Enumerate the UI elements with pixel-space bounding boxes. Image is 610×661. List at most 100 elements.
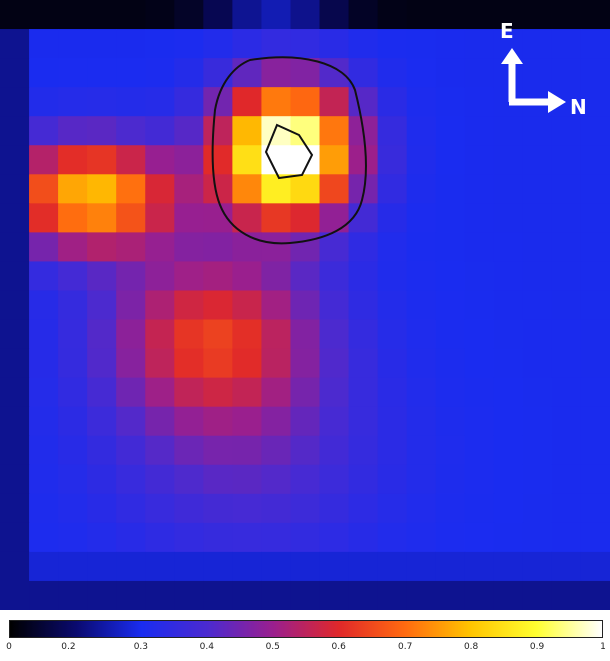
heatmap-cell [406,464,437,495]
heatmap-cell [290,493,321,524]
heatmap-cell [87,406,117,437]
heatmap-cell [348,377,379,408]
heatmap-cell [116,551,146,582]
heatmap-cell [116,87,146,117]
compass: E N [500,19,587,119]
heatmap-cell [464,348,495,379]
heatmap-cell [29,87,59,117]
heatmap-cell [0,145,30,175]
heatmap-cell [319,377,350,408]
heatmap-cell [0,493,30,524]
heatmap-cell [377,406,408,437]
heatmap-cell [87,551,117,582]
arrow-up-icon [501,48,523,102]
heatmap-cell [319,145,350,175]
heatmap-cell [29,493,59,524]
heatmap-cell [580,145,610,175]
heatmap-cell [464,493,495,524]
heatmap-cell [435,290,466,321]
heatmap-cell [522,522,553,553]
heatmap-cell [377,290,408,321]
heatmap-cell [348,551,379,582]
heatmap-cell [348,580,379,610]
heatmap-cell [377,580,408,610]
heatmap-cell [319,87,350,117]
heatmap-cell [174,145,204,175]
heatmap-cell [319,319,350,350]
heatmap-cell [319,0,350,30]
heatmap-cell [551,116,582,146]
heatmap-cell [493,290,524,321]
heatmap-cell [232,290,262,321]
heatmap-cell [522,232,553,262]
heatmap-cell [435,174,466,204]
heatmap-cell [174,261,204,291]
heatmap-cell [232,145,262,175]
heatmap-cell [493,261,524,291]
heatmap-cell [58,551,88,582]
heatmap-cell [232,580,262,610]
heatmap-cell [116,145,146,175]
heatmap-cell [319,174,350,204]
heatmap-cell [377,232,408,262]
heatmap-cell [435,406,466,437]
heatmap-cell [116,58,146,88]
heatmap-cell [580,116,610,146]
heatmap-cell [29,319,59,350]
heatmap-cell [319,406,350,437]
heatmap-cell [464,58,495,88]
heatmap-cell [58,58,88,88]
heatmap-cell [348,406,379,437]
heatmap-cell [377,261,408,291]
heatmap-cell [145,145,175,175]
heatmap-cell [116,464,146,495]
heatmap-cell [145,406,175,437]
heatmap-cell [232,116,262,146]
heatmap-cell [203,87,233,117]
heatmap-cell [435,493,466,524]
heatmap-cell [493,319,524,350]
heatmap-cell [290,261,321,291]
heatmap-cell [0,551,30,582]
heatmap-cell [319,261,350,291]
heatmap-cell [116,493,146,524]
heatmap-cell [174,522,204,553]
heatmap-cell [261,406,291,437]
heatmap-cell [406,406,437,437]
heatmap-cell [464,551,495,582]
heatmap-cell [290,406,321,437]
heatmap-cell [174,203,204,233]
heatmap-cell [319,464,350,495]
heatmap-cell [58,319,88,350]
heatmap-cell [261,493,291,524]
heatmap-cell [174,29,204,59]
heatmap-cell [203,319,233,350]
heatmap-cell [87,261,117,291]
heatmap-cell [580,203,610,233]
heatmap-cell [232,0,262,30]
heatmap-cell [464,232,495,262]
heatmap-cell [290,522,321,553]
heatmap-cell [174,232,204,262]
heatmap-cell [551,522,582,553]
heatmap-cell [116,319,146,350]
heatmap-cell [116,261,146,291]
heatmap-cell [348,464,379,495]
heatmap-cell [551,290,582,321]
heatmap-cell [493,145,524,175]
heatmap-cell [232,464,262,495]
heatmap-cell [522,261,553,291]
heatmap-cell [232,377,262,408]
heatmap-cell [203,377,233,408]
heatmap-cell [551,493,582,524]
heatmap-cell [261,377,291,408]
heatmap-cell [464,261,495,291]
heatmap-cell [551,551,582,582]
heatmap-cell [464,377,495,408]
heatmap-cell [290,580,321,610]
heatmap-cell [551,0,582,30]
heatmap-cell [580,87,610,117]
heatmap-cell [580,551,610,582]
heatmap-cell [348,319,379,350]
heatmap-cell [145,551,175,582]
